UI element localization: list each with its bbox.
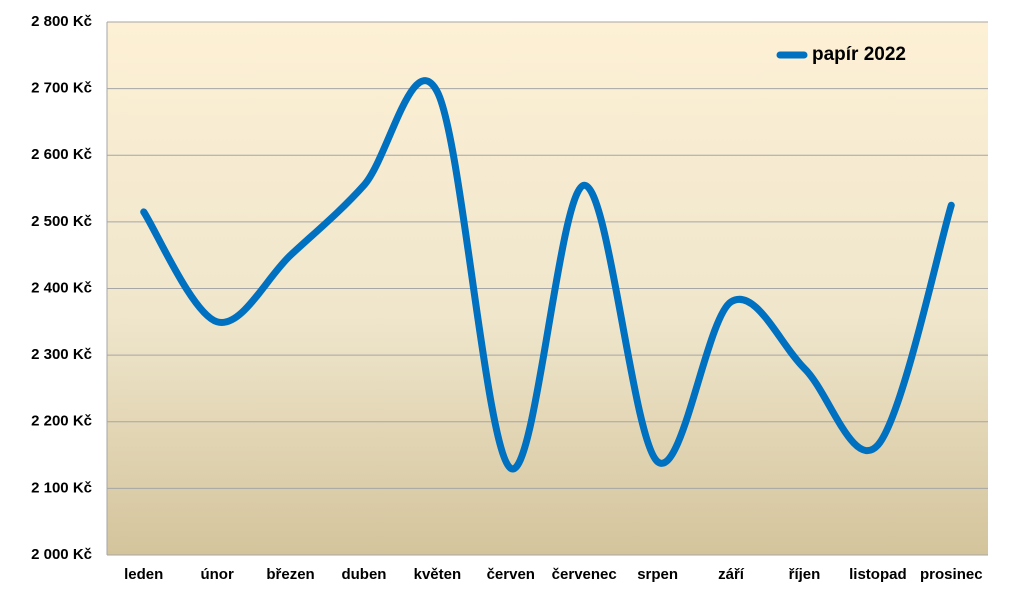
x-tick-label: srpen [637, 566, 678, 583]
x-tick-label: červenec [552, 566, 617, 583]
y-tick-label: 2 100 Kč [31, 479, 92, 496]
y-tick-label: 2 200 Kč [31, 413, 92, 430]
y-tick-label: 2 300 Kč [31, 346, 92, 363]
x-tick-label: únor [200, 566, 233, 583]
x-tick-label: listopad [849, 566, 907, 583]
y-tick-label: 2 000 Kč [31, 546, 92, 563]
x-tick-label: květen [414, 566, 462, 583]
x-tick-label: září [718, 566, 745, 583]
x-tick-label: březen [266, 566, 314, 583]
x-tick-label: červen [487, 566, 535, 583]
y-tick-label: 2 400 Kč [31, 279, 92, 296]
y-tick-label: 2 700 Kč [31, 80, 92, 97]
x-tick-label: leden [124, 566, 163, 583]
line-series [140, 77, 955, 472]
x-tick-label: prosinec [920, 566, 983, 583]
legend-label: papír 2022 [812, 44, 906, 65]
y-tick-label: 2 800 Kč [31, 13, 92, 30]
x-tick-label: duben [341, 566, 386, 583]
y-tick-label: 2 600 Kč [31, 146, 92, 163]
y-tick-label: 2 500 Kč [31, 213, 92, 230]
x-tick-label: říjen [789, 566, 821, 583]
